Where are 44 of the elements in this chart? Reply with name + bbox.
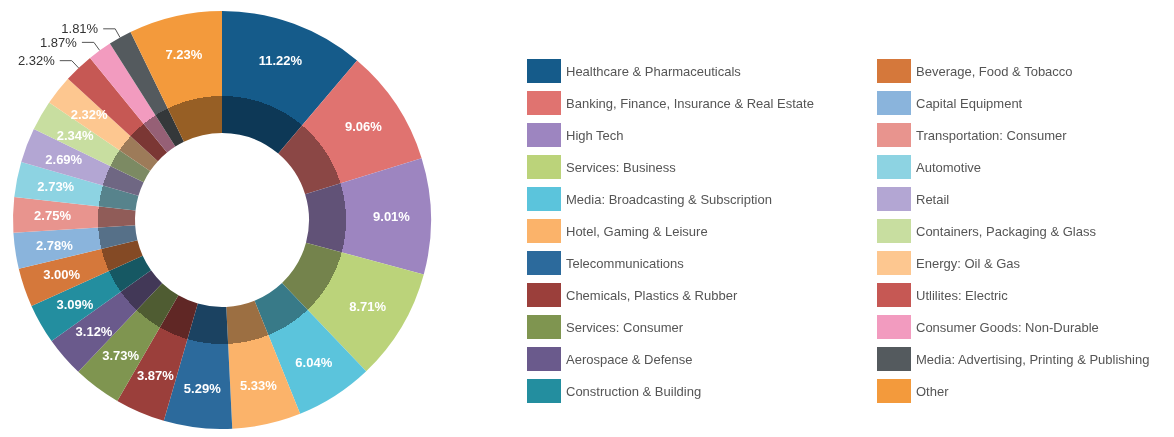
data-label: 3.12% — [75, 323, 113, 339]
data-label: 9.01% — [373, 209, 411, 225]
data-label: 2.73% — [37, 179, 75, 195]
legend-label: Retail — [916, 191, 950, 207]
legend-label: High Tech — [566, 127, 624, 143]
legend-label: Healthcare & Pharmaceuticals — [566, 63, 742, 79]
legend-label: Utlilites: Electric — [916, 287, 1009, 303]
legend-label: Containers, Packaging & Glass — [916, 223, 1097, 239]
legend-label: Services: Consumer — [566, 319, 684, 335]
legend-label: Aerospace & Defense — [566, 351, 693, 367]
data-label: 9.06% — [344, 119, 383, 135]
legend-label: Transportation: Consumer — [916, 127, 1068, 143]
data-label: 11.22% — [258, 53, 303, 69]
data-label: 6.04% — [295, 355, 333, 370]
data-label: 8.71% — [349, 299, 387, 315]
data-label: 3.00% — [43, 267, 81, 283]
data-label: 1.87% — [40, 34, 78, 50]
legend-label: Energy: Oil & Gas — [916, 255, 1021, 271]
data-label: 1.81% — [61, 21, 99, 37]
data-label: 2.32% — [17, 53, 56, 69]
data-label: 2.69% — [45, 151, 83, 167]
legend-label: Automotive — [916, 159, 982, 175]
data-label: 2.78% — [35, 237, 74, 253]
legend-label: Beverage, Food & Tobacco — [916, 63, 1073, 79]
legend-label: Chemicals, Plastics & Rubber — [566, 287, 738, 303]
legend-label: Telecommunications — [566, 255, 685, 271]
legend-label: Services: Business — [566, 159, 677, 175]
data-label: 2.32% — [70, 107, 108, 123]
legend-label: Consumer Goods: Non-Durable — [916, 319, 1099, 335]
legend-label: Media: Advertising, Printing & Publishing — [916, 351, 1150, 367]
data-label: 3.09% — [56, 296, 94, 312]
legend-label: Capital Equipment — [916, 95, 1023, 111]
legend-label: Banking, Finance, Insurance & Real Estate — [566, 95, 814, 111]
legend-label: Construction & Building — [566, 383, 702, 399]
data-label: 7.23% — [165, 47, 203, 63]
legend-label: Other — [916, 383, 950, 399]
data-label: 2.75% — [34, 208, 72, 224]
data-label: 2.34% — [56, 127, 95, 143]
legend-label: Hotel, Gaming & Leisure — [566, 223, 708, 239]
data-label: 3.87% — [137, 368, 175, 384]
data-label: 5.29% — [183, 380, 222, 396]
data-label: 3.73% — [102, 348, 140, 364]
data-label: 5.33% — [239, 378, 278, 394]
legend-label: Media: Broadcasting & Subscription — [566, 191, 772, 207]
